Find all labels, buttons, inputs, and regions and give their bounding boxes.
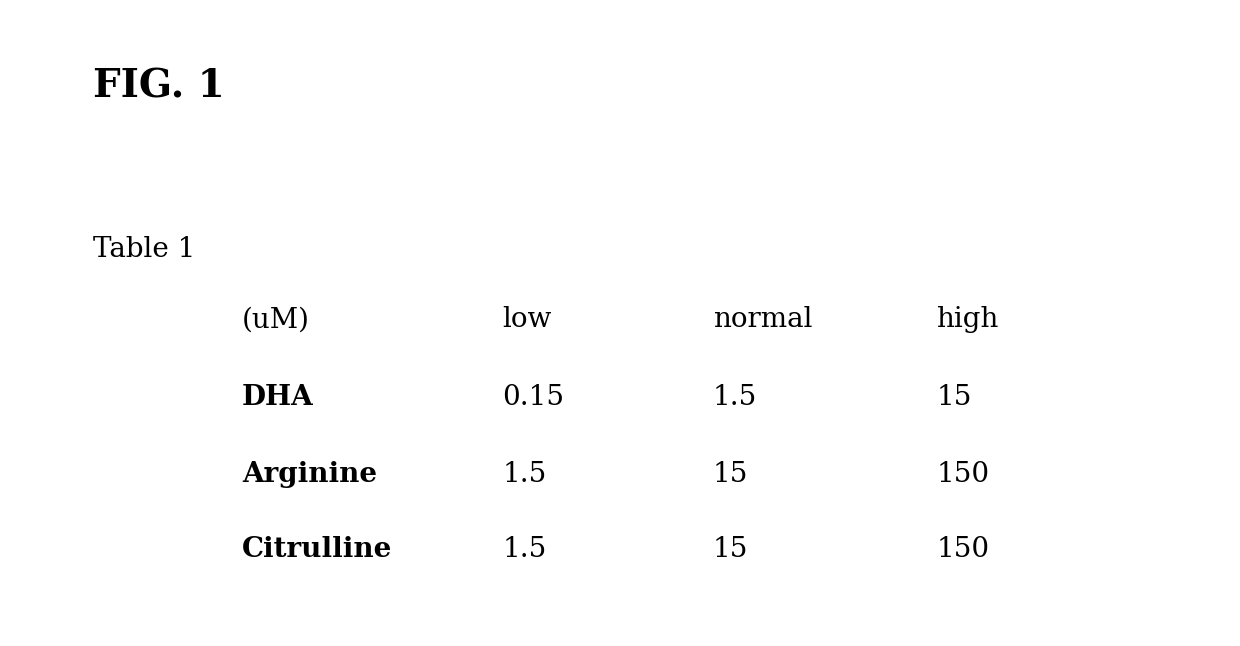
Text: 0.15: 0.15 <box>502 384 564 411</box>
Text: low: low <box>502 306 552 333</box>
Text: 15: 15 <box>936 384 972 411</box>
Text: 1.5: 1.5 <box>502 461 547 488</box>
Text: Table 1: Table 1 <box>93 236 196 263</box>
Text: FIG. 1: FIG. 1 <box>93 68 224 106</box>
Text: 1.5: 1.5 <box>713 384 758 411</box>
Text: (uM): (uM) <box>242 306 310 333</box>
Text: 150: 150 <box>936 461 990 488</box>
Text: 15: 15 <box>713 536 749 563</box>
Text: high: high <box>936 306 998 333</box>
Text: Citrulline: Citrulline <box>242 536 392 563</box>
Text: 1.5: 1.5 <box>502 536 547 563</box>
Text: 150: 150 <box>936 536 990 563</box>
Text: Arginine: Arginine <box>242 461 377 488</box>
Text: DHA: DHA <box>242 384 314 411</box>
Text: normal: normal <box>713 306 812 333</box>
Text: 15: 15 <box>713 461 749 488</box>
